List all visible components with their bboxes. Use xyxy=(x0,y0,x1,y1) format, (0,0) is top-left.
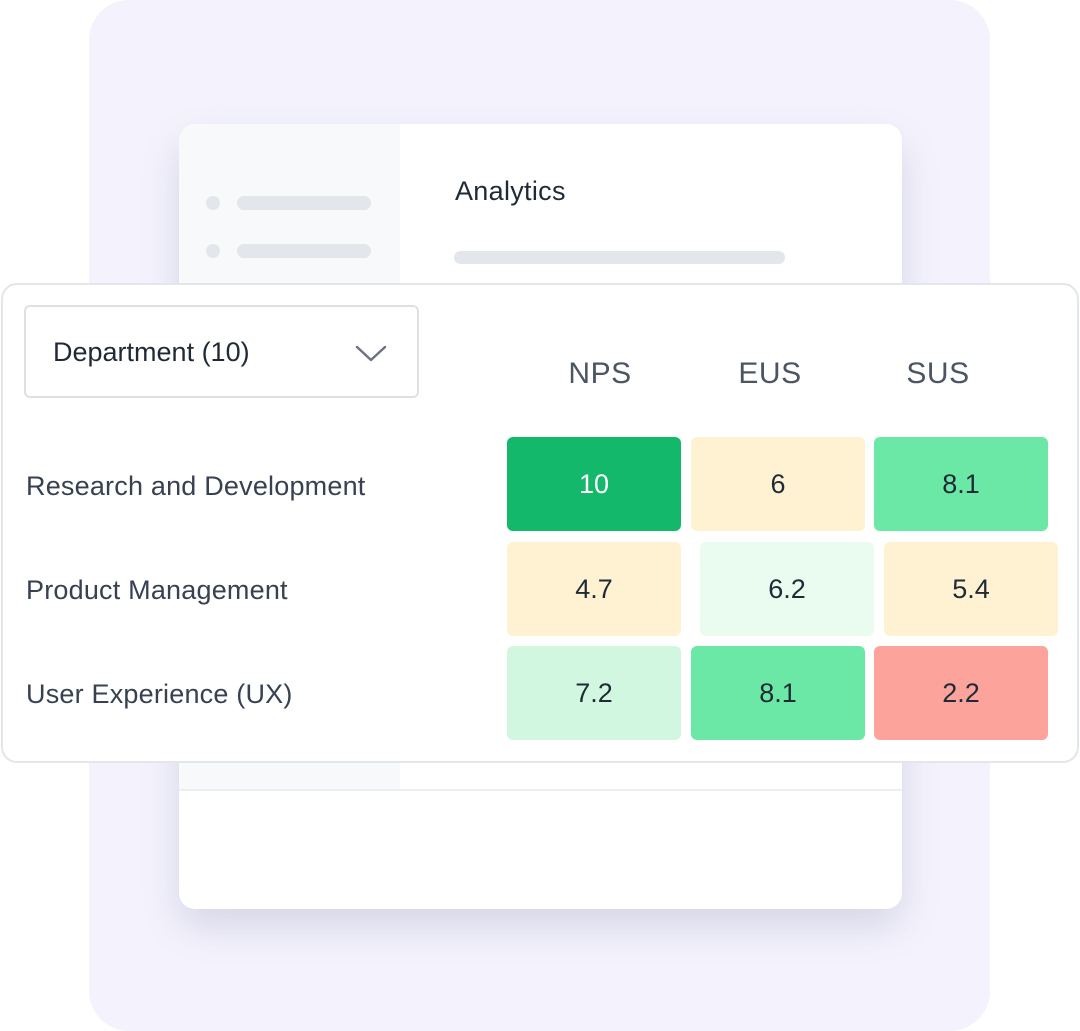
heatmap-cell: 2.2 xyxy=(874,646,1048,740)
sidebar-item-placeholder[interactable] xyxy=(206,244,371,258)
sidebar-dot-icon xyxy=(206,196,220,210)
row-label-product-management: Product Management xyxy=(26,575,288,605)
heatmap-cell: 4.7 xyxy=(507,542,681,636)
heatmap-cell: 6.2 xyxy=(700,542,874,636)
row-label-user-experience: User Experience (UX) xyxy=(26,679,293,709)
heatmap-cell: 10 xyxy=(507,437,681,531)
divider xyxy=(179,789,902,791)
sidebar-dot-icon xyxy=(206,244,220,258)
page-title: Analytics xyxy=(455,176,566,206)
sidebar-text-placeholder xyxy=(237,196,371,210)
heatmap-cell: 8.1 xyxy=(874,437,1048,531)
column-header-sus: SUS xyxy=(906,357,970,390)
heatmap-cell: 6 xyxy=(691,437,865,531)
heatmap-card: Department (10) NPS EUS SUS Research and… xyxy=(1,283,1079,763)
department-dropdown[interactable]: Department (10) xyxy=(24,305,419,398)
heatmap-cell: 8.1 xyxy=(691,646,865,740)
column-header-nps: NPS xyxy=(568,357,632,390)
department-dropdown-label: Department (10) xyxy=(53,337,250,367)
heatmap-cell: 5.4 xyxy=(884,542,1058,636)
heatmap-cell: 7.2 xyxy=(507,646,681,740)
column-header-eus: EUS xyxy=(738,357,802,390)
chevron-down-icon xyxy=(355,345,387,362)
subtitle-placeholder xyxy=(454,251,785,264)
sidebar-item-placeholder[interactable] xyxy=(206,196,371,210)
row-label-research-and-development: Research and Development xyxy=(26,471,366,501)
sidebar-text-placeholder xyxy=(237,244,371,258)
